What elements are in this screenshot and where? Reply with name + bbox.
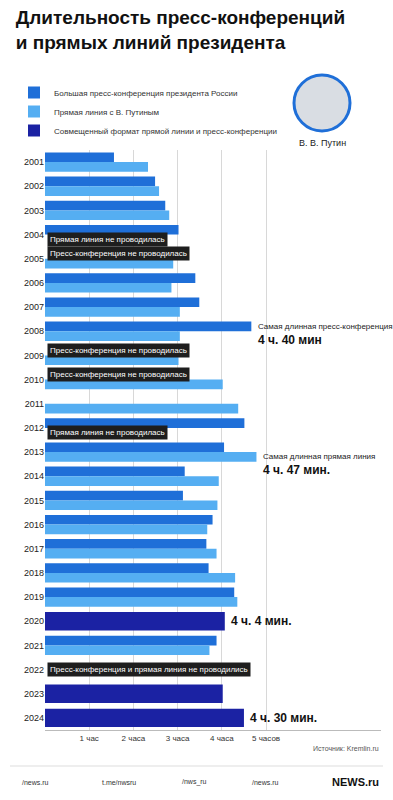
svg-text:/news.ru: /news.ru: [252, 779, 279, 786]
svg-text:/nws_ru: /nws_ru: [182, 778, 207, 786]
svg-text:Прямая линия с В. Путиным: Прямая линия с В. Путиным: [54, 108, 159, 117]
svg-text:2020: 2020: [24, 616, 44, 626]
svg-text:2006: 2006: [24, 278, 44, 288]
svg-text:2001: 2001: [24, 157, 44, 167]
svg-text:Самая длинная прямая линия: Самая длинная прямая линия: [263, 452, 375, 461]
svg-text:2002: 2002: [24, 181, 44, 191]
svg-text:2016: 2016: [24, 520, 44, 530]
svg-text:2012: 2012: [24, 423, 44, 433]
svg-text:4 ч. 4 мин.: 4 ч. 4 мин.: [231, 614, 292, 628]
svg-text:2009: 2009: [24, 351, 44, 361]
svg-text:2 часа: 2 часа: [122, 734, 146, 743]
svg-text:2013: 2013: [24, 447, 44, 457]
svg-text:/news.ru: /news.ru: [22, 779, 49, 786]
svg-text:2021: 2021: [24, 641, 44, 651]
svg-text:2019: 2019: [24, 592, 44, 602]
svg-text:2022: 2022: [24, 665, 44, 675]
svg-text:2010: 2010: [24, 375, 44, 385]
svg-text:2003: 2003: [24, 206, 44, 216]
svg-text:2023: 2023: [24, 689, 44, 699]
svg-text:NEWS.ru: NEWS.ru: [332, 776, 379, 788]
svg-text:Пресс-конференция не проводила: Пресс-конференция не проводилась: [50, 249, 187, 258]
svg-text:2004: 2004: [24, 230, 44, 240]
svg-text:2014: 2014: [24, 471, 44, 481]
svg-text:2007: 2007: [24, 302, 44, 312]
svg-text:5 часов: 5 часов: [252, 734, 280, 743]
svg-text:Прямая линия не проводилась: Прямая линия не проводилась: [50, 235, 165, 244]
svg-text:4 ч. 40 мин: 4 ч. 40 мин: [258, 333, 322, 347]
svg-text:1 час: 1 час: [80, 734, 99, 743]
svg-text:2015: 2015: [24, 496, 44, 506]
svg-text:2011: 2011: [25, 399, 44, 409]
svg-text:t.me/nwsru: t.me/nwsru: [102, 779, 136, 786]
svg-text:Источник: Kremlin.ru: Источник: Kremlin.ru: [313, 745, 379, 752]
svg-text:Самая длинная пресс-конференци: Самая длинная пресс-конференция: [258, 322, 393, 331]
svg-text:2008: 2008: [24, 326, 44, 336]
svg-text:Большая пресс-конференция през: Большая пресс-конференция президента Рос…: [54, 89, 237, 98]
svg-text:2005: 2005: [24, 254, 44, 264]
svg-text:Длительность пресс-конференций: Длительность пресс-конференцийи прямых л…: [16, 7, 345, 53]
svg-text:2017: 2017: [24, 544, 44, 554]
svg-text:2018: 2018: [24, 568, 44, 578]
svg-text:2024: 2024: [24, 713, 44, 723]
svg-text:3 часа: 3 часа: [166, 734, 190, 743]
svg-text:Пресс-конференция не проводила: Пресс-конференция не проводилась: [50, 346, 187, 355]
svg-text:Пресс-конференция не проводила: Пресс-конференция не проводилась: [50, 370, 187, 379]
svg-text:4 ч. 47 мин.: 4 ч. 47 мин.: [263, 463, 330, 477]
svg-text:Совмещенный формат прямой лини: Совмещенный формат прямой линии и пресс-…: [54, 127, 277, 136]
svg-text:4 ч. 30 мин.: 4 ч. 30 мин.: [250, 711, 317, 725]
svg-text:4 часа: 4 часа: [210, 734, 234, 743]
svg-text:В. В. Путин: В. В. Путин: [299, 138, 346, 148]
svg-text:Прямая линия не проводилась: Прямая линия не проводилась: [50, 428, 165, 437]
svg-text:Пресс-конференция и прямая лин: Пресс-конференция и прямая линия не пров…: [50, 665, 248, 674]
